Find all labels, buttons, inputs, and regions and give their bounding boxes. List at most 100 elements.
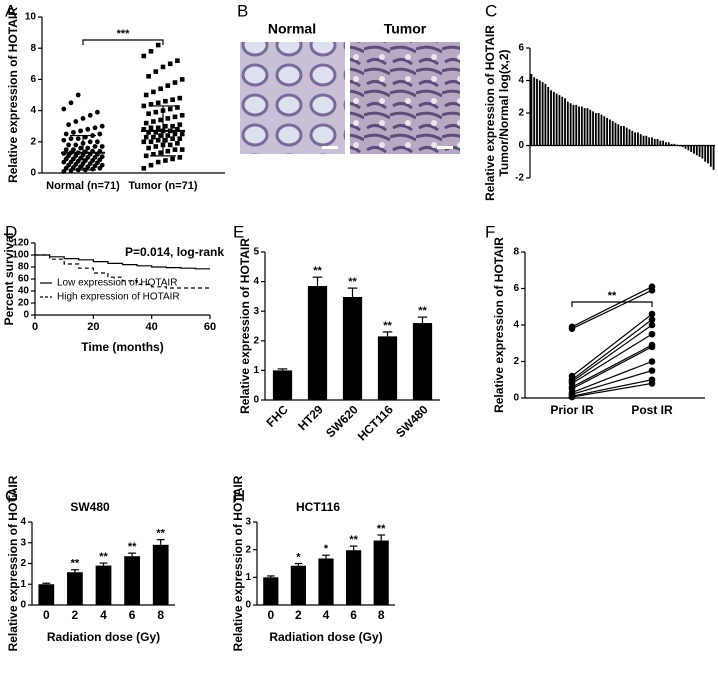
- bar: [637, 132, 639, 146]
- y-tick-label: 0: [513, 393, 519, 404]
- data-point: [85, 145, 91, 151]
- chart-title: HCT116: [296, 500, 340, 514]
- data-point: [165, 148, 171, 154]
- data-point: [158, 86, 163, 92]
- bar: [684, 145, 687, 149]
- y-tick-label: 3: [245, 517, 251, 528]
- y-tick-label: 2: [30, 136, 36, 147]
- normal-image: [240, 42, 345, 154]
- bar: [95, 565, 112, 605]
- bar: [642, 135, 645, 146]
- y-tick-label: 2: [253, 335, 259, 346]
- x-tick-label: 8: [157, 608, 164, 622]
- bar: [552, 91, 555, 146]
- data-point: [568, 393, 576, 401]
- bar: [586, 108, 589, 146]
- data-point: [648, 367, 656, 374]
- pair-line: [571, 346, 653, 390]
- data-point: [177, 136, 183, 141]
- bar: [575, 104, 578, 146]
- data-point: [175, 105, 180, 110]
- bar: [597, 113, 600, 146]
- data-point: [172, 114, 178, 120]
- data-point: [165, 116, 171, 121]
- data-point: [68, 100, 74, 106]
- y-tick-label: 100: [12, 250, 29, 261]
- x-tick-label: 6: [129, 608, 136, 622]
- data-point: [92, 144, 98, 149]
- bar: [550, 90, 552, 146]
- y-tick-label: 8: [30, 43, 36, 54]
- bar: [665, 142, 667, 146]
- x-axis-label: Radiation dose (Gy): [269, 630, 382, 644]
- bar: [709, 145, 712, 167]
- data-point: [66, 142, 71, 148]
- pair-line: [571, 313, 653, 377]
- bar: [583, 108, 586, 146]
- x-tick-label: 60: [204, 321, 216, 333]
- significance-label: **: [349, 534, 358, 546]
- data-point: [167, 106, 173, 112]
- bar: [631, 130, 634, 146]
- data-point: [155, 125, 161, 131]
- bar: [547, 87, 550, 146]
- data-point: [141, 103, 147, 109]
- pair-line: [571, 379, 653, 397]
- data-point: [87, 139, 93, 145]
- bar: [594, 113, 597, 146]
- bar: [566, 101, 569, 146]
- y-tick-label: 0: [30, 168, 36, 179]
- x-tick-label: 2: [72, 608, 79, 622]
- data-point: [648, 343, 656, 351]
- bar: [603, 116, 606, 146]
- data-point: [179, 147, 185, 152]
- data-point: [155, 42, 161, 48]
- data-point: [155, 159, 161, 165]
- bar: [592, 111, 594, 146]
- significance-label: **: [313, 265, 322, 277]
- data-point: [153, 109, 159, 115]
- data-point: [167, 142, 173, 148]
- y-axis-label: Percent survival: [2, 233, 16, 326]
- bar: [620, 126, 623, 146]
- bar: [589, 109, 592, 146]
- data-point: [177, 95, 183, 101]
- data-point: [148, 162, 154, 168]
- y-tick-label: 1: [20, 579, 26, 590]
- bar: [377, 336, 398, 400]
- bar: [561, 96, 564, 146]
- significance-label: ***: [117, 28, 131, 40]
- data-point: [75, 92, 81, 98]
- y-tick-label: 6: [513, 283, 519, 294]
- significance-label: **: [156, 528, 165, 540]
- bar: [690, 145, 693, 152]
- bar: [412, 323, 433, 400]
- bar: [625, 127, 628, 146]
- panel-letter: C: [485, 1, 497, 20]
- x-tick-label: 2: [295, 608, 302, 622]
- data-point: [163, 158, 168, 163]
- y-axis-label: Relative expression of HOTAIR: [231, 475, 245, 651]
- bar: [651, 137, 653, 146]
- bar: [662, 140, 665, 146]
- data-point: [648, 330, 656, 338]
- data-point: [73, 119, 79, 124]
- y-tick-label: 4: [253, 276, 259, 287]
- panel-letter: B: [237, 1, 248, 20]
- x-tick-label: FHC: [264, 402, 292, 430]
- data-point: [648, 358, 656, 365]
- data-point: [146, 130, 151, 135]
- significance-label: **: [377, 523, 386, 535]
- panel-letter: F: [485, 222, 495, 241]
- y-tick-label: 4: [518, 75, 524, 86]
- data-point: [99, 162, 105, 168]
- pair-line: [571, 286, 653, 328]
- y-axis-label: Relative expression of HOTAIR: [483, 25, 497, 201]
- data-point: [71, 147, 76, 153]
- data-point: [61, 137, 67, 143]
- pair-line: [571, 333, 653, 384]
- y-tick-label: 1: [253, 365, 259, 376]
- data-point: [68, 136, 74, 142]
- bar: [622, 126, 625, 146]
- data-point: [97, 131, 103, 137]
